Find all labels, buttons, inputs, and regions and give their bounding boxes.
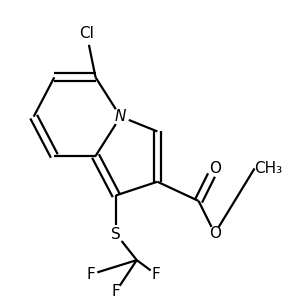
Text: Cl: Cl bbox=[79, 26, 94, 41]
Text: O: O bbox=[209, 226, 221, 241]
Text: CH₃: CH₃ bbox=[254, 161, 283, 176]
Text: S: S bbox=[111, 227, 121, 241]
Text: F: F bbox=[152, 267, 160, 282]
Text: F: F bbox=[112, 284, 121, 299]
Text: N: N bbox=[115, 109, 126, 124]
Text: F: F bbox=[87, 267, 95, 282]
Text: O: O bbox=[209, 161, 221, 176]
